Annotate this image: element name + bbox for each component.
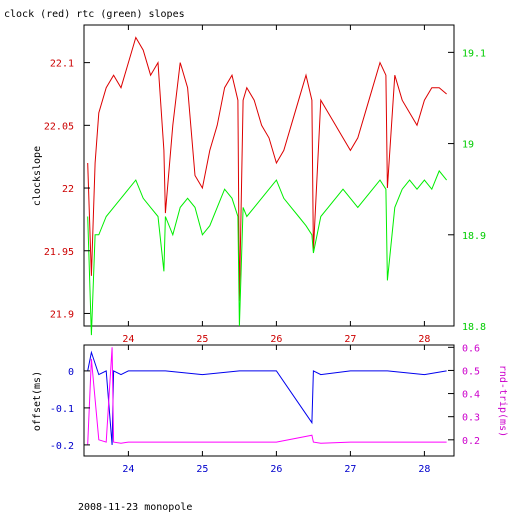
top-x-tick-label: 27 xyxy=(344,334,356,345)
top-right-y-tick-label: 18.9 xyxy=(462,231,486,242)
top-x-tick-label: 26 xyxy=(270,334,282,345)
top-series-green-line xyxy=(87,169,447,336)
bottom-x-tick-label: 26 xyxy=(270,464,282,475)
bottom-left-y-tick-label: 0 xyxy=(68,367,74,378)
top-y-axis-label: clockslope xyxy=(32,146,43,206)
bottom-x-tick-label: 25 xyxy=(196,464,208,475)
bottom-right-y-tick-label: 0.6 xyxy=(462,343,480,354)
top-left-y-tick-label: 22.1 xyxy=(50,59,74,70)
top-right-y-tick-label: 19.1 xyxy=(462,48,486,59)
top-right-y-tick-label: 19 xyxy=(462,140,474,151)
top-left-y-tick-label: 21.9 xyxy=(50,309,74,320)
chart-title: clock (red) rtc (green) slopes xyxy=(4,9,185,20)
bottom-right-y-tick-label: 0.3 xyxy=(462,413,480,424)
top-left-y-tick-label: 22.05 xyxy=(44,121,74,132)
top-tick-group: 24 25 26 27 28 21.9 21.95 22 22.05 22.1 18.8 18.9 19… xyxy=(44,25,486,345)
bottom-left-y-tick-label: -0.2 xyxy=(50,441,74,452)
bottom-x-tick-label: 28 xyxy=(418,464,430,475)
bottom-left-y-tick-label: -0.1 xyxy=(50,404,74,415)
bottom-left-y-axis-label: offset(ms) xyxy=(32,371,43,431)
bottom-right-y-tick-label: 0.2 xyxy=(462,436,480,447)
top-right-y-tick-label: 18.8 xyxy=(462,322,486,333)
top-left-y-tick-label: 21.95 xyxy=(44,247,74,258)
top-x-tick-label: 24 xyxy=(122,334,134,345)
top-x-tick-label: 28 xyxy=(418,334,430,345)
top-series-group xyxy=(87,36,447,336)
bottom-tick-group: 24 25 26 27 28 -0.2 -0.1 0 0.2 0.3 0.4 0.5 0.6 xyxy=(50,343,480,475)
bottom-right-y-tick-label: 0.5 xyxy=(462,366,480,377)
bottom-series-magenta-line xyxy=(87,347,447,445)
bottom-x-tick-label: 24 xyxy=(122,464,134,475)
bottom-right-y-tick-label: 0.4 xyxy=(462,390,480,401)
top-series-red-line xyxy=(87,36,447,301)
top-left-y-tick-label: 22 xyxy=(62,184,74,195)
top-plot-frame xyxy=(83,24,455,327)
bottom-series-blue-line xyxy=(87,350,447,445)
footer-label: 2008-11-23 monopole xyxy=(78,502,192,512)
bottom-series-group xyxy=(87,347,447,445)
bottom-right-y-axis-label: rnd-trip(ms) xyxy=(497,365,508,437)
bottom-plot-frame xyxy=(83,344,455,457)
top-x-tick-label: 25 xyxy=(196,334,208,345)
bottom-x-tick-label: 27 xyxy=(344,464,356,475)
